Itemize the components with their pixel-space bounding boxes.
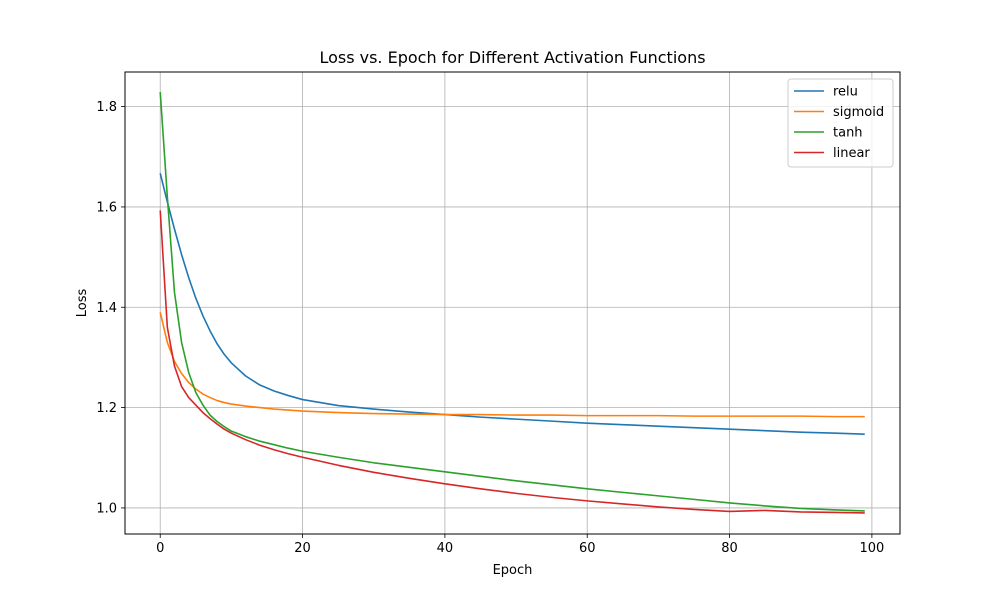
y-tick-label: 1.6: [96, 200, 117, 215]
y-tick-label: 1.8: [96, 100, 117, 115]
series-lines: [159, 92, 865, 514]
series-line-linear: [159, 210, 865, 514]
series-line-relu: [159, 173, 865, 435]
y-tick-label: 1.0: [96, 501, 117, 516]
series-line-tanh: [159, 92, 865, 512]
x-axis-label: Epoch: [493, 563, 533, 578]
series-line-sigmoid: [159, 312, 865, 418]
x-tick-label: 0: [156, 541, 164, 556]
x-tick-label: 20: [294, 541, 311, 556]
x-tick-label: 60: [579, 541, 596, 556]
y-axis-label: Loss: [75, 289, 90, 318]
legend-label-linear: linear: [833, 146, 870, 161]
chart-title: Loss vs. Epoch for Different Activation …: [319, 48, 705, 67]
legend-label-tanh: tanh: [833, 126, 863, 141]
x-tick-label: 40: [437, 541, 454, 556]
legend-label-relu: relu: [833, 85, 858, 100]
x-tick-label: 100: [859, 541, 884, 556]
axis-ticks: 0 20 40 60 80 100 1.0 1.2 1.4 1.6 1.8: [96, 100, 884, 556]
legend: relu sigmoid tanh linear: [787, 78, 894, 168]
x-tick-label: 80: [721, 541, 738, 556]
y-tick-label: 1.2: [96, 401, 117, 416]
legend-box: [787, 78, 894, 168]
legend-label-sigmoid: sigmoid: [833, 105, 884, 120]
plot-frame: [124, 71, 901, 535]
y-tick-label: 1.4: [96, 301, 117, 316]
